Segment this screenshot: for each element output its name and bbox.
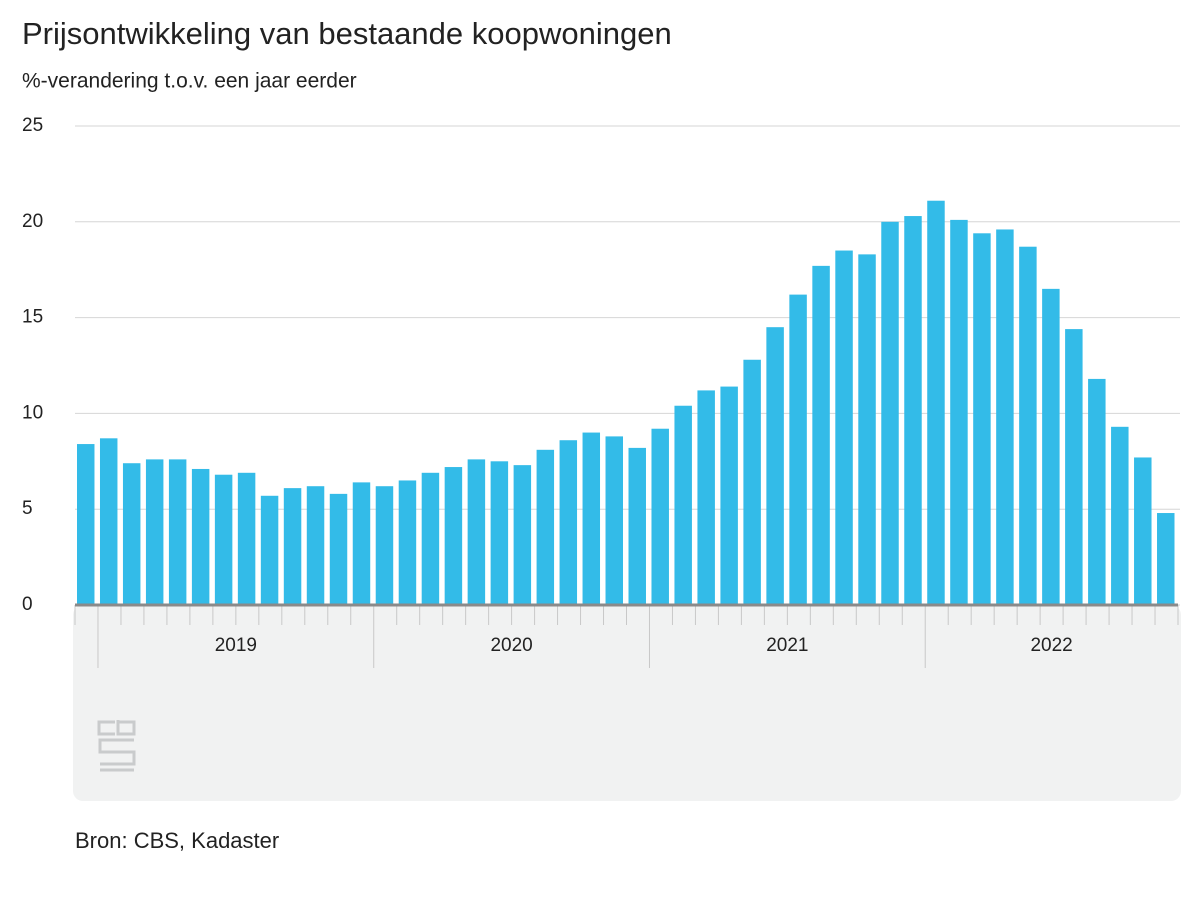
bar: [973, 233, 991, 605]
bar: [812, 265, 830, 605]
bar: [1019, 246, 1037, 605]
bar: [927, 200, 945, 605]
bar: [122, 463, 141, 605]
x-group-label: 2019: [215, 635, 257, 656]
y-tick-label: 15: [22, 307, 43, 328]
bar: [536, 449, 555, 605]
bar: [881, 221, 899, 606]
bar: [651, 428, 669, 605]
bar: [674, 405, 692, 605]
bar: [421, 472, 440, 605]
y-tick-label: 10: [22, 402, 43, 423]
bar: [329, 493, 348, 605]
bar: [467, 459, 486, 605]
bar: [1134, 457, 1152, 605]
bar: [145, 459, 164, 605]
source: Bron: CBS, Kadaster: [75, 828, 279, 853]
bar: [996, 229, 1014, 606]
bar: [1042, 288, 1060, 605]
bar: [743, 359, 761, 605]
x-group-label: 2022: [1030, 635, 1072, 656]
bar: [605, 436, 623, 605]
bar: [490, 461, 509, 605]
bar: [1065, 329, 1083, 605]
axis-panel: [73, 605, 1181, 801]
bar: [398, 480, 417, 605]
bar: [720, 386, 738, 605]
chart-title: Prijsontwikkeling van bestaande koopwoni…: [22, 16, 672, 51]
bar: [283, 488, 302, 605]
y-tick-label: 25: [22, 115, 43, 136]
bar: [214, 474, 233, 605]
bar: [444, 467, 463, 605]
y-tick-label: 20: [22, 211, 43, 232]
logo: [97, 720, 136, 772]
bar: [77, 444, 95, 605]
bar: [375, 486, 394, 605]
bar: [168, 459, 187, 605]
bar: [1088, 378, 1106, 605]
bar: [260, 495, 279, 605]
bar: [835, 250, 853, 606]
bar: [582, 432, 601, 605]
bar: [237, 472, 256, 605]
y-tick-label: 0: [22, 594, 33, 615]
y-tick-label: 5: [22, 498, 33, 519]
bar: [1111, 426, 1129, 605]
bar: [628, 447, 646, 605]
bar: [191, 468, 210, 605]
bar: [858, 254, 876, 605]
bar: [513, 465, 532, 605]
x-group-label: 2021: [766, 635, 808, 656]
bar: [789, 294, 807, 605]
bar: [99, 438, 118, 605]
bar: [697, 390, 715, 605]
bar: [1157, 513, 1175, 605]
x-group-label: 2020: [490, 635, 532, 656]
bar: [766, 327, 784, 605]
bar: [904, 216, 922, 605]
bar: [352, 482, 371, 605]
bar: [950, 219, 968, 605]
chart-subtitle: %-verandering t.o.v. een jaar eerder: [22, 70, 357, 93]
bar: [306, 486, 325, 605]
bar: [559, 440, 578, 605]
